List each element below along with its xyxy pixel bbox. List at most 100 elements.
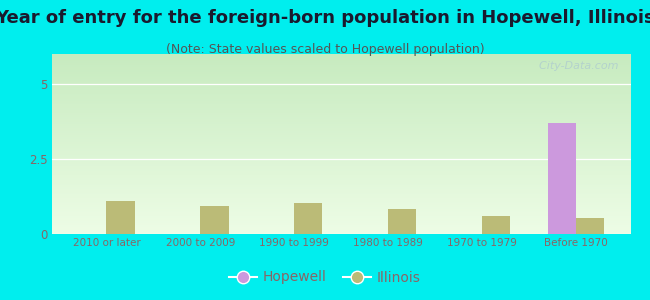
Bar	[52, 225, 630, 227]
Bar	[52, 184, 630, 185]
Bar	[52, 112, 630, 113]
Bar	[52, 158, 630, 160]
Bar	[52, 189, 630, 191]
Bar	[52, 185, 630, 187]
Bar	[52, 99, 630, 101]
Bar	[52, 180, 630, 182]
Bar	[52, 113, 630, 115]
Bar	[548, 123, 576, 234]
Bar	[52, 74, 630, 76]
Bar	[52, 232, 630, 234]
Bar	[576, 218, 604, 234]
Bar	[52, 229, 630, 230]
Bar	[52, 142, 630, 144]
Bar	[52, 223, 630, 225]
Bar	[52, 61, 630, 63]
Bar	[52, 119, 630, 121]
Bar	[52, 130, 630, 131]
Bar	[52, 106, 630, 108]
Bar	[52, 162, 630, 164]
Bar	[52, 103, 630, 104]
Bar	[52, 187, 630, 189]
Bar	[52, 198, 630, 200]
Bar	[52, 160, 630, 162]
Bar	[52, 124, 630, 126]
Bar	[52, 67, 630, 68]
Bar	[294, 202, 322, 234]
Bar	[52, 140, 630, 142]
Bar	[52, 104, 630, 106]
Bar	[200, 206, 229, 234]
Bar	[52, 126, 630, 128]
Bar	[52, 214, 630, 216]
Bar	[52, 94, 630, 95]
Bar	[52, 227, 630, 229]
Bar	[52, 173, 630, 175]
Bar	[52, 157, 630, 158]
Bar	[52, 58, 630, 59]
Bar	[52, 166, 630, 167]
Bar	[52, 54, 630, 56]
Bar	[52, 85, 630, 86]
Bar	[52, 137, 630, 139]
Bar	[52, 230, 630, 232]
Bar	[52, 178, 630, 180]
Bar	[52, 65, 630, 67]
Bar	[52, 221, 630, 223]
Bar	[52, 86, 630, 88]
Bar	[52, 167, 630, 169]
Bar	[52, 117, 630, 119]
Bar	[52, 216, 630, 218]
Bar	[52, 194, 630, 196]
Bar	[52, 122, 630, 124]
Bar	[52, 77, 630, 79]
Bar	[52, 97, 630, 99]
Bar	[52, 220, 630, 221]
Bar	[52, 79, 630, 81]
Bar	[52, 205, 630, 207]
Bar	[388, 208, 417, 234]
Bar	[52, 144, 630, 146]
Bar	[52, 121, 630, 122]
Bar	[52, 196, 630, 198]
Bar	[52, 176, 630, 178]
Text: Year of entry for the foreign-born population in Hopewell, Illinois: Year of entry for the foreign-born popul…	[0, 9, 650, 27]
Bar	[52, 135, 630, 137]
Bar	[52, 83, 630, 85]
Legend: Hopewell, Illinois: Hopewell, Illinois	[224, 265, 426, 290]
Bar	[52, 110, 630, 112]
Bar	[52, 81, 630, 83]
Bar	[52, 128, 630, 130]
Bar	[52, 90, 630, 92]
Bar	[52, 101, 630, 103]
Bar	[52, 63, 630, 65]
Bar	[52, 59, 630, 61]
Bar	[52, 146, 630, 148]
Bar	[52, 209, 630, 211]
Bar	[52, 149, 630, 151]
Bar	[52, 182, 630, 184]
Bar	[52, 148, 630, 149]
Bar	[52, 88, 630, 90]
Text: (Note: State values scaled to Hopewell population): (Note: State values scaled to Hopewell p…	[166, 44, 484, 56]
Bar	[52, 56, 630, 58]
Bar	[52, 155, 630, 157]
Bar	[52, 207, 630, 209]
Bar	[52, 212, 630, 214]
Bar	[52, 108, 630, 110]
Bar	[52, 68, 630, 70]
Bar	[52, 76, 630, 77]
Bar	[52, 203, 630, 205]
Bar	[52, 95, 630, 97]
Bar	[52, 92, 630, 94]
Bar	[482, 216, 510, 234]
Bar	[52, 139, 630, 140]
Bar	[52, 115, 630, 117]
Bar	[52, 218, 630, 220]
Bar	[52, 151, 630, 153]
Bar	[52, 153, 630, 155]
Bar	[107, 201, 135, 234]
Bar	[52, 133, 630, 135]
Bar	[52, 72, 630, 74]
Bar	[52, 169, 630, 171]
